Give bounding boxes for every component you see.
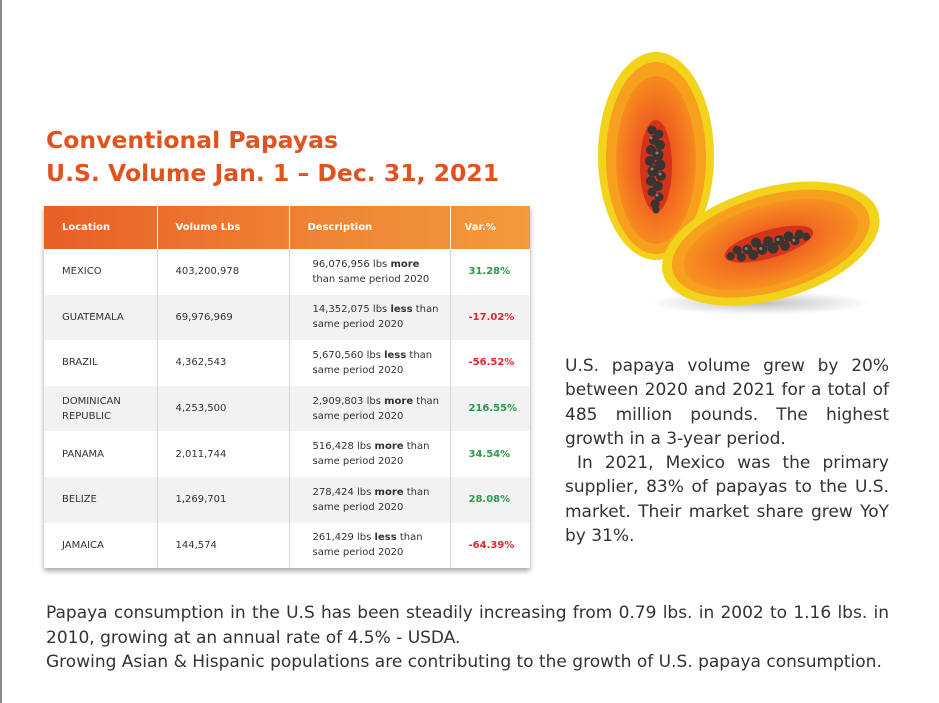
cell-location: DOMINICAN REPUBLIC bbox=[44, 385, 158, 432]
table-row: PANAMA 2,011,744 516,428 lbs more than sam… bbox=[44, 431, 530, 477]
description-period: than same period 2020 bbox=[312, 349, 433, 376]
cell-location: JAMAICA bbox=[44, 522, 158, 569]
cell-variance: 216.55% bbox=[468, 403, 518, 415]
cell-location: GUATEMALA bbox=[44, 294, 158, 341]
description-direction: more bbox=[390, 258, 420, 270]
description-amount: 2,909,803 lbs bbox=[312, 395, 385, 407]
title-line-1: Conventional Papayas bbox=[46, 126, 338, 154]
description-direction: less bbox=[390, 304, 413, 316]
description-direction: more bbox=[374, 486, 404, 498]
description-amount: 14,352,075 lbs bbox=[312, 304, 391, 316]
description-amount: 5,670,560 lbs bbox=[312, 349, 385, 361]
cell-location: BRAZIL bbox=[44, 340, 158, 386]
table-row: BRAZIL 4,362,543 5,670,560 lbs less than s… bbox=[44, 340, 530, 386]
cell-variance: 28.08% bbox=[468, 494, 511, 506]
table-header-row: Location Volume Lbs Description Var.% bbox=[44, 206, 530, 249]
cell-description: 96,076,956 lbs more than same period 202… bbox=[289, 249, 451, 295]
page-title: Conventional Papayas U.S. Volume Jan. 1 … bbox=[46, 124, 499, 190]
cell-variance: -17.02% bbox=[468, 311, 515, 323]
description-period: than same period 2020 bbox=[312, 486, 430, 513]
table-row: BELIZE 1,269,701 278,424 lbs more than sam… bbox=[44, 476, 530, 523]
cell-variance: 34.54% bbox=[468, 448, 511, 460]
cell-description: 5,670,560 lbs less than same period 2020 bbox=[289, 340, 451, 386]
table-row: GUATEMALA 69,976,969 14,352,075 lbs less t… bbox=[44, 294, 530, 341]
description-period: than same period 2020 bbox=[312, 273, 430, 285]
volume-table: Location Volume Lbs Description Var.% ME… bbox=[44, 206, 530, 569]
consumption-text: Papaya consumption in the U.S has been s… bbox=[46, 601, 889, 675]
cell-volume: 69,976,969 bbox=[157, 294, 290, 341]
description-direction: less bbox=[384, 349, 407, 361]
cell-volume: 4,362,543 bbox=[157, 340, 290, 386]
header-variance: Var.% bbox=[464, 222, 496, 233]
cell-location: PANAMA bbox=[44, 431, 158, 477]
description-amount: 516,428 lbs bbox=[312, 441, 375, 453]
description-direction: less bbox=[374, 532, 397, 544]
cell-volume: 2,011,744 bbox=[157, 431, 290, 477]
cell-description: 14,352,075 lbs less than same period 202… bbox=[289, 294, 451, 341]
table-row: MEXICO 403,200,978 96,076,956 lbs more tha… bbox=[44, 249, 530, 295]
summary-paragraph-2: In 2021, Mexico was the primary supplier… bbox=[565, 453, 889, 547]
cell-volume: 144,574 bbox=[157, 522, 290, 569]
volume-table-card: Location Volume Lbs Description Var.% ME… bbox=[44, 206, 530, 569]
header-description: Description bbox=[289, 206, 451, 249]
summary-text: U.S. papaya volume grew by 20% between 2… bbox=[565, 354, 889, 548]
description-amount: 261,429 lbs bbox=[312, 532, 375, 544]
description-direction: more bbox=[384, 395, 414, 407]
header-volume: Volume Lbs bbox=[157, 206, 290, 249]
header-location: Location bbox=[44, 206, 158, 249]
cell-description: 261,429 lbs less than same period 2020 bbox=[289, 522, 451, 569]
description-amount: 278,424 lbs bbox=[312, 486, 375, 498]
cell-variance: -64.39% bbox=[468, 539, 515, 551]
description-period: than same period 2020 bbox=[312, 441, 430, 468]
cell-variance: 31.28% bbox=[468, 266, 511, 278]
cell-volume: 403,200,978 bbox=[157, 249, 290, 295]
cell-volume: 1,269,701 bbox=[157, 476, 290, 523]
table-row: JAMAICA 144,574 261,429 lbs less than same… bbox=[44, 522, 530, 569]
description-period: than same period 2020 bbox=[312, 304, 439, 331]
papaya-half-reclining bbox=[662, 181, 880, 306]
title-line-2: U.S. Volume Jan. 1 – Dec. 31, 2021 bbox=[46, 159, 500, 187]
description-amount: 96,076,956 lbs bbox=[312, 258, 391, 270]
table-row: DOMINICAN REPUBLIC 4,253,500 2,909,803 lbs… bbox=[44, 385, 530, 432]
left-border bbox=[0, 0, 2, 703]
summary-paragraph-1: U.S. papaya volume grew by 20% between 2… bbox=[565, 356, 889, 449]
cell-location: MEXICO bbox=[44, 249, 158, 295]
papaya-illustration bbox=[598, 52, 880, 315]
cell-description: 278,424 lbs more than same period 2020 bbox=[289, 476, 451, 523]
papaya-half-upright bbox=[598, 52, 714, 260]
cell-location: BELIZE bbox=[44, 476, 158, 523]
description-period: than same period 2020 bbox=[312, 395, 440, 422]
cell-variance: -56.52% bbox=[468, 357, 515, 369]
cell-description: 2,909,803 lbs more than same period 2020 bbox=[289, 385, 451, 432]
cell-volume: 4,253,500 bbox=[157, 385, 290, 432]
description-direction: more bbox=[374, 441, 404, 453]
description-period: than same period 2020 bbox=[312, 532, 423, 559]
consumption-paragraph-1: Papaya consumption in the U.S has been s… bbox=[46, 603, 889, 648]
consumption-paragraph-2: Growing Asian & Hispanic populations are… bbox=[46, 652, 882, 672]
cell-description: 516,428 lbs more than same period 2020 bbox=[289, 431, 451, 477]
